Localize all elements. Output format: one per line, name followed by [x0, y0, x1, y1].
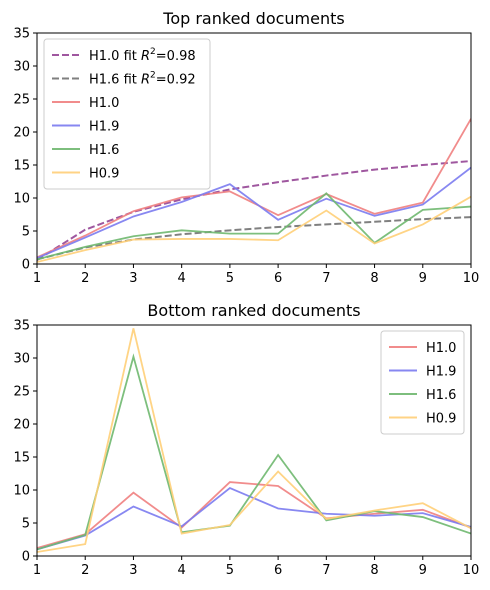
legend-label-h0-9: H0.9	[89, 167, 119, 182]
legend-label-h1-0: H1.0	[426, 341, 456, 356]
series-h1-0-line	[37, 481, 471, 549]
x-tick-label: 2	[81, 563, 89, 578]
legend-label-h1-9: H1.9	[426, 365, 456, 380]
h1-0-fitline	[37, 160, 471, 261]
y-tick-label: 5	[22, 517, 30, 532]
x-tick-label: 1	[33, 271, 41, 286]
series-h0-9-line	[37, 195, 471, 263]
legend: H1.0 fit R2=0.98 H1.6 fit R2=0.92 H1.0 H1.9…	[43, 38, 211, 190]
x-tick-label: 6	[274, 271, 282, 286]
x-tick-label: 7	[322, 271, 330, 286]
x-tick-label: 3	[129, 563, 137, 578]
x-tick-label: 8	[370, 563, 378, 578]
series-h1-9-line	[37, 166, 471, 259]
x-tick-label: 10	[463, 563, 480, 578]
x-tick-label: 7	[322, 563, 330, 578]
series-h1-6-line	[37, 192, 471, 261]
y-tick-label: 10	[13, 192, 30, 207]
legend-label-h1-9: H1.9	[89, 120, 119, 135]
chart-title: Bottom ranked documents	[147, 301, 360, 320]
series-h1-6-line	[37, 353, 471, 551]
y-tick-label: 15	[13, 159, 30, 174]
plot-area	[37, 118, 471, 263]
y-tick-label: 10	[13, 484, 30, 499]
legend-label-h1-6: H1.6	[89, 143, 119, 158]
x-tick-label: 3	[129, 271, 137, 286]
legend-label-h1-0-fit: H1.0 fit R2=0.98	[89, 47, 196, 64]
y-tick-label: 30	[13, 352, 30, 367]
axes-frame	[36, 32, 472, 265]
y-tick-label: 25	[13, 385, 30, 400]
legend-label-h0-9: H0.9	[426, 412, 456, 427]
x-tick-label: 9	[419, 271, 427, 286]
h1-6-fitline	[37, 216, 471, 261]
legend-box	[380, 330, 465, 435]
x-tick-label: 4	[178, 271, 186, 286]
legend-label-h1-6-fit: H1.6 fit R2=0.92	[89, 71, 196, 88]
series-h1-0-line	[37, 118, 471, 259]
x-tick-label: 5	[226, 271, 234, 286]
top-ranked-documents-chart: Top ranked documents 1 2 3 4 5 6 7 8 9 10 0 5 10 15 20…	[13, 9, 479, 286]
bottom-ranked-documents-chart: Bottom ranked documents 1 2 3 4 5 6 7 8 9 10 0 5 10 1…	[13, 301, 479, 578]
series-h0-9-line	[37, 328, 471, 553]
legend: H1.0 H1.9 H1.6 H0.9	[380, 330, 465, 435]
legend-label-h1-0: H1.0	[89, 96, 119, 111]
y-tick-label: 20	[13, 126, 30, 141]
x-tick-label: 5	[226, 563, 234, 578]
x-tick-label: 9	[419, 563, 427, 578]
x-tick-label: 10	[463, 271, 480, 286]
x-tick-label: 6	[274, 563, 282, 578]
y-tick-label: 30	[13, 60, 30, 75]
x-tick-label: 4	[178, 563, 186, 578]
legend-box	[43, 38, 211, 190]
x-tick-label: 1	[33, 563, 41, 578]
y-tick-label: 20	[13, 418, 30, 433]
y-tick-label: 35	[13, 27, 30, 42]
legend-label-h1-6: H1.6	[426, 388, 456, 403]
y-tick-label: 5	[22, 225, 30, 240]
y-tick-label: 15	[13, 451, 30, 466]
axes-frame	[36, 324, 472, 557]
chart-title: Top ranked documents	[162, 9, 344, 28]
y-tick-label: 25	[13, 93, 30, 108]
y-tick-label: 35	[13, 319, 30, 334]
x-tick-label: 8	[370, 271, 378, 286]
y-tick-label: 0	[22, 550, 30, 565]
plot-area	[37, 328, 471, 553]
x-tick-label: 2	[81, 271, 89, 286]
y-tick-label: 0	[22, 258, 30, 273]
